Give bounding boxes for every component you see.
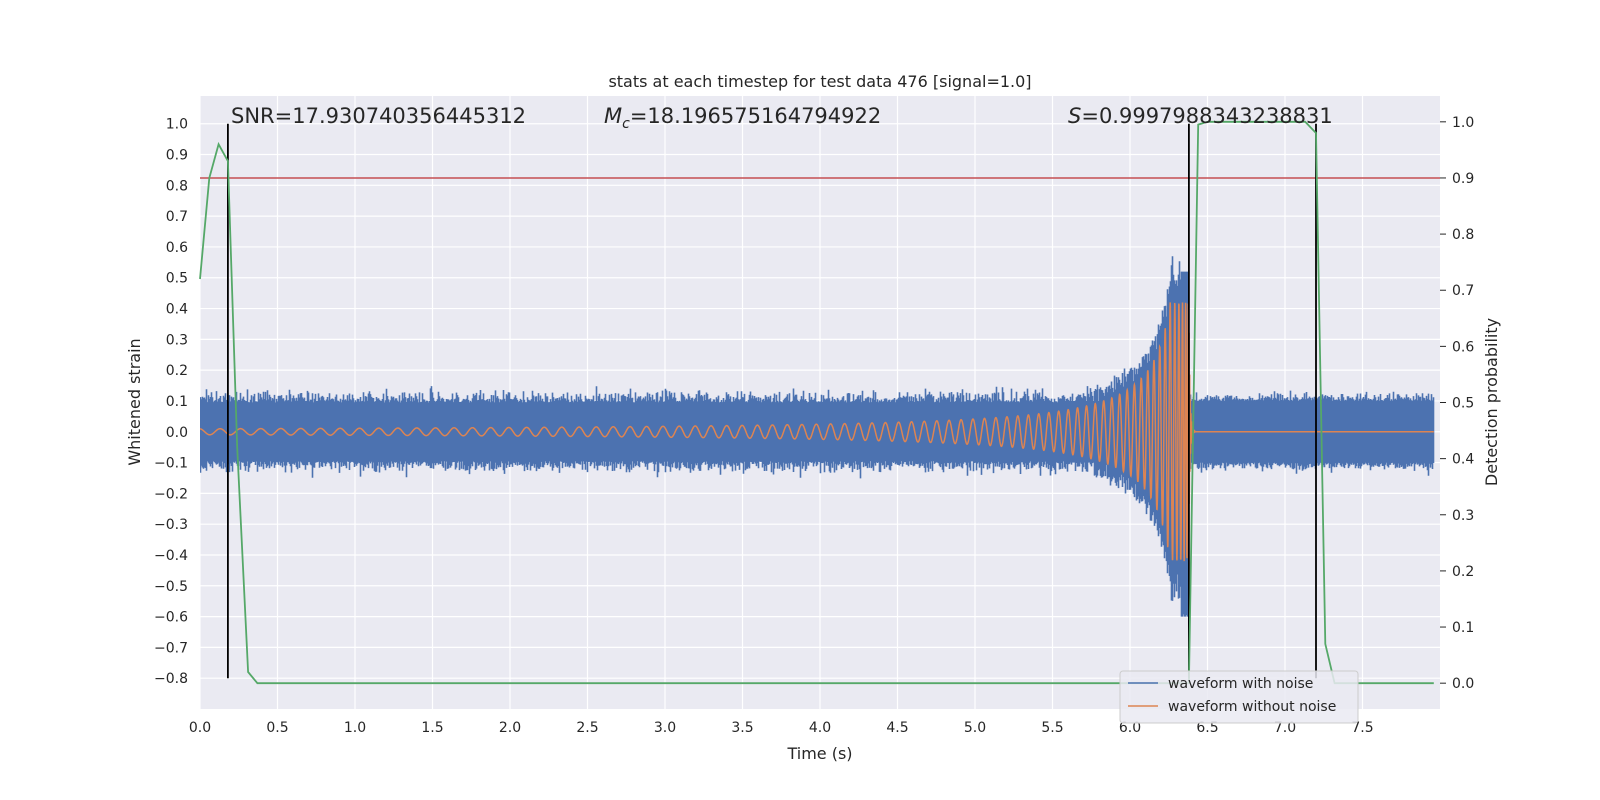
chirp-mass-subscript: c	[622, 116, 630, 132]
x-tick-label: 4.0	[809, 720, 831, 736]
y-tick-label: 0.3	[166, 332, 188, 348]
x-tick-label: 6.0	[1119, 720, 1141, 736]
snr-annotation: SNR=17.930740356445312	[231, 104, 526, 128]
y2-tick-label: 0.6	[1452, 339, 1474, 355]
x-axis-label: Time (s)	[786, 744, 852, 763]
y2-tick-label: 0.5	[1452, 396, 1474, 412]
score-value: =0.9997988343238831	[1081, 104, 1332, 128]
x-tick-label: 0.0	[189, 720, 211, 736]
y2-tick-label: 0.4	[1452, 452, 1474, 468]
y2-tick-label: 0.1	[1452, 620, 1474, 636]
x-tick-label: 2.0	[499, 720, 521, 736]
x-tick-label: 2.5	[576, 720, 598, 736]
series-layer	[200, 256, 1435, 617]
y-tick-label: 0.2	[166, 363, 188, 379]
x-tick-label: 0.5	[266, 720, 288, 736]
x-tick-label: 3.0	[654, 720, 676, 736]
y-tick-label: 0.7	[166, 209, 188, 225]
y2-tick-label: 0.0	[1452, 676, 1474, 692]
y-tick-label: 0.1	[166, 394, 188, 410]
x-tick-label: 3.5	[731, 720, 753, 736]
y2-tick-label: 0.2	[1452, 564, 1474, 580]
x-tick-label: 1.5	[421, 720, 443, 736]
legend-box	[1119, 670, 1359, 724]
x-tick-label: 1.0	[344, 720, 366, 736]
y-axis-label: Whitened strain	[125, 338, 144, 465]
y-tick-label: −0.8	[154, 671, 188, 687]
chirp-mass-value: =18.196575164794922	[630, 104, 881, 128]
legend-label-noise: waveform with noise	[1168, 676, 1313, 692]
x-tick-label: 7.0	[1274, 720, 1296, 736]
y-tick-label: 0.9	[166, 148, 188, 164]
y-tick-label: 0.8	[166, 178, 188, 194]
y-tick-label: 0.5	[166, 271, 188, 287]
y-tick-label: 0.4	[166, 302, 188, 318]
y-tick-label: 0.0	[166, 425, 188, 441]
series-detection-probability	[199, 120, 1434, 685]
series-waveform-without-noise	[200, 302, 1434, 562]
x-tick-label: 4.5	[886, 720, 908, 736]
chirp-mass-symbol: M	[604, 104, 622, 128]
chart-title: stats at each timestep for test data 476…	[608, 72, 1031, 91]
x-tick-label: 6.5	[1196, 720, 1218, 736]
y-tick-label: −0.4	[154, 548, 188, 564]
y-tick-label: −0.5	[154, 579, 188, 595]
y-tick-label: −0.3	[154, 517, 188, 533]
x-tick-label: 7.5	[1351, 720, 1373, 736]
y2-tick-label: 0.7	[1452, 283, 1474, 299]
y2-tick-label: 1.0	[1452, 115, 1474, 131]
overlay-layer	[199, 120, 1440, 685]
y2-tick-label: 0.3	[1452, 508, 1474, 524]
y2-tick-label: 0.9	[1452, 171, 1474, 187]
legend: waveform with noise waveform without noi…	[1119, 670, 1359, 724]
y2-axis-label: Detection probability	[1482, 318, 1501, 486]
y-tick-label: −0.6	[154, 610, 188, 626]
score-annotation: S=0.9997988343238831	[1068, 104, 1333, 128]
y-tick-label: −0.2	[154, 486, 188, 502]
ticks-layer: 0.0 0.5 1.0 1.5 2.0 2.5 3.0 3.5 4.0 4.5 5.0 5.5 6.0 6…	[154, 115, 1474, 736]
y-tick-label: −0.7	[154, 640, 188, 656]
y2-tick-label: 0.8	[1452, 227, 1474, 243]
score-symbol: S	[1068, 104, 1081, 128]
x-tick-label: 5.0	[964, 720, 986, 736]
chirp-mass-annotation: Mc=18.196575164794922	[604, 104, 881, 132]
x-tick-label: 5.5	[1041, 720, 1063, 736]
y-tick-label: −0.1	[154, 456, 188, 472]
y-tick-label: 1.0	[166, 117, 188, 133]
legend-label-clean: waveform without noise	[1168, 699, 1336, 715]
y-tick-label: 0.6	[166, 240, 188, 256]
